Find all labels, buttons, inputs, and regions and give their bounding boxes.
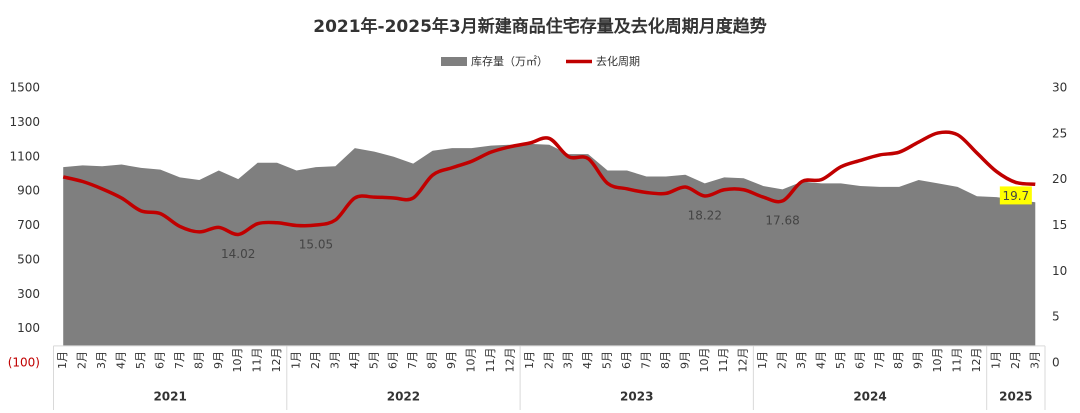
- x-tick-label: 3月: [328, 351, 341, 369]
- y-tick-label: 500: [17, 252, 40, 266]
- x-tick-label: 12月: [503, 348, 516, 373]
- x-tick-label: 10月: [231, 348, 244, 373]
- x-tick-label: 11月: [717, 348, 730, 373]
- x-tick-label: 8月: [426, 351, 439, 369]
- legend-label: 去化周期: [596, 54, 640, 68]
- year-label: 2022: [387, 390, 420, 404]
- x-tick-label: 9月: [912, 351, 925, 369]
- y2-tick-label: 20: [1052, 172, 1067, 186]
- y-tick-label: 300: [17, 287, 40, 301]
- y2-tick-label: 25: [1052, 126, 1067, 140]
- x-tick-label: 11月: [484, 348, 497, 373]
- x-tick-label: 2月: [1009, 351, 1022, 369]
- x-tick-label: 8月: [892, 351, 905, 369]
- x-tick-label: 5月: [134, 351, 147, 369]
- x-tick-label: 9月: [445, 351, 458, 369]
- x-tick-label: 4月: [581, 351, 594, 369]
- x-tick-label: 12月: [970, 348, 983, 373]
- x-tick-label: 5月: [601, 351, 614, 369]
- x-tick-label: 7月: [639, 351, 652, 369]
- x-tick-label: 11月: [951, 348, 964, 373]
- x-tick-label: 2月: [776, 351, 789, 369]
- x-tick-label: 10月: [931, 348, 944, 373]
- chart-title: 2021年-2025年3月新建商品住宅存量及去化周期月度趋势: [313, 16, 767, 37]
- value-label: 17.68: [765, 213, 799, 227]
- x-tick-label: 1月: [756, 351, 769, 369]
- y2-tick-label: 0: [1052, 356, 1060, 370]
- x-tick-label: 12月: [737, 348, 750, 373]
- y2-tick-label: 5: [1052, 310, 1060, 324]
- x-tick-label: 6月: [853, 351, 866, 369]
- x-tick-label: 3月: [562, 351, 575, 369]
- x-tick-label: 8月: [659, 351, 672, 369]
- y-tick-label: 1100: [9, 149, 40, 163]
- y2-tick-label: 15: [1052, 218, 1067, 232]
- x-tick-label: 9月: [678, 351, 691, 369]
- x-tick-label: 7月: [406, 351, 419, 369]
- x-tick-label: 1月: [989, 351, 1002, 369]
- x-tick-label: 2月: [76, 351, 89, 369]
- x-tick-label: 6月: [153, 351, 166, 369]
- value-label: 19.7: [1002, 189, 1029, 203]
- x-tick-label: 6月: [620, 351, 633, 369]
- value-label: 14.02: [221, 247, 255, 261]
- legend-label: 库存量（万㎡）: [471, 54, 548, 68]
- y-tick-label: (100): [8, 356, 40, 370]
- y2-tick-label: 10: [1052, 264, 1067, 278]
- y-tick-label: 900: [17, 184, 40, 198]
- inventory-area: [63, 143, 1036, 346]
- x-tick-label: 3月: [795, 351, 808, 369]
- x-tick-label: 10月: [698, 348, 711, 373]
- x-tick-label: 5月: [367, 351, 380, 369]
- x-tick-label: 3月: [1028, 351, 1041, 369]
- value-label: 15.05: [299, 238, 333, 252]
- value-label: 18.22: [688, 208, 722, 222]
- year-label: 2025: [999, 390, 1032, 404]
- x-tick-label: 9月: [212, 351, 225, 369]
- y-tick-label: 1500: [9, 81, 40, 95]
- x-tick-label: 4月: [348, 351, 361, 369]
- x-tick-label: 1月: [56, 351, 69, 369]
- x-tick-label: 7月: [173, 351, 186, 369]
- year-label: 2024: [853, 390, 886, 404]
- x-tick-label: 3月: [95, 351, 108, 369]
- x-tick-label: 7月: [873, 351, 886, 369]
- y-tick-label: 100: [17, 321, 40, 335]
- x-tick-label: 6月: [387, 351, 400, 369]
- x-tick-label: 11月: [251, 348, 264, 373]
- year-label: 2021: [153, 390, 186, 404]
- x-tick-label: 1月: [523, 351, 536, 369]
- legend-swatch: [441, 57, 467, 66]
- y-tick-label: 700: [17, 218, 40, 232]
- x-tick-label: 8月: [192, 351, 205, 369]
- x-tick-label: 1月: [290, 351, 303, 369]
- cycle-line: [62, 130, 1036, 237]
- y-tick-label: 1300: [9, 115, 40, 129]
- label-highlight: [999, 186, 1032, 205]
- x-tick-label: 12月: [270, 348, 283, 373]
- y2-tick-label: 30: [1052, 81, 1067, 95]
- year-label: 2023: [620, 390, 653, 404]
- x-tick-label: 10月: [464, 348, 477, 373]
- x-tick-label: 4月: [115, 351, 128, 369]
- x-tick-label: 2月: [542, 351, 555, 369]
- x-tick-label: 5月: [834, 351, 847, 369]
- x-tick-label: 2月: [309, 351, 322, 369]
- x-tick-label: 4月: [814, 351, 827, 369]
